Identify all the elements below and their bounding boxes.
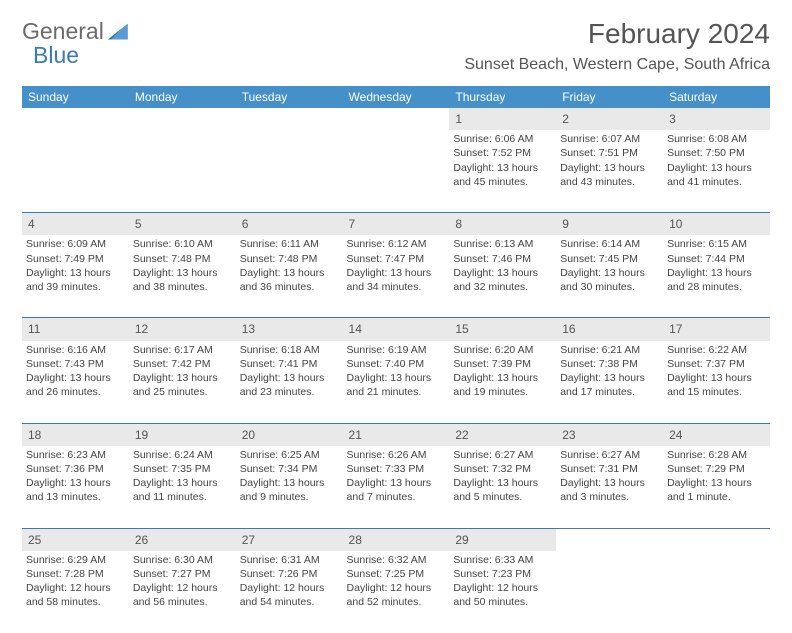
date-cell: 3 <box>663 108 770 130</box>
date-cell: 7 <box>343 213 450 235</box>
info-cell: Sunrise: 6:27 AM Sunset: 7:31 PM Dayligh… <box>556 446 663 528</box>
month-title: February 2024 <box>464 18 770 50</box>
date-cell: 1 <box>449 108 556 130</box>
info-cell: Sunrise: 6:29 AM Sunset: 7:28 PM Dayligh… <box>22 551 129 633</box>
info-cell: Sunrise: 6:32 AM Sunset: 7:25 PM Dayligh… <box>343 551 450 633</box>
info-row: Sunrise: 6:09 AM Sunset: 7:49 PM Dayligh… <box>22 235 770 317</box>
info-row: Sunrise: 6:16 AM Sunset: 7:43 PM Dayligh… <box>22 341 770 423</box>
info-cell: Sunrise: 6:24 AM Sunset: 7:35 PM Dayligh… <box>129 446 236 528</box>
date-cell: 28 <box>343 529 450 551</box>
date-cell <box>343 108 450 130</box>
info-cell <box>343 130 450 212</box>
day-header: Thursday <box>449 86 556 108</box>
date-cell: 15 <box>449 318 556 340</box>
info-cell: Sunrise: 6:28 AM Sunset: 7:29 PM Dayligh… <box>663 446 770 528</box>
info-cell: Sunrise: 6:30 AM Sunset: 7:27 PM Dayligh… <box>129 551 236 633</box>
date-cell: 2 <box>556 108 663 130</box>
info-cell: Sunrise: 6:08 AM Sunset: 7:50 PM Dayligh… <box>663 130 770 212</box>
date-cell: 18 <box>22 424 129 446</box>
info-cell: Sunrise: 6:15 AM Sunset: 7:44 PM Dayligh… <box>663 235 770 317</box>
info-row: Sunrise: 6:06 AM Sunset: 7:52 PM Dayligh… <box>22 130 770 212</box>
info-cell: Sunrise: 6:18 AM Sunset: 7:41 PM Dayligh… <box>236 341 343 423</box>
info-cell: Sunrise: 6:06 AM Sunset: 7:52 PM Dayligh… <box>449 130 556 212</box>
info-cell: Sunrise: 6:21 AM Sunset: 7:38 PM Dayligh… <box>556 341 663 423</box>
date-cell: 22 <box>449 424 556 446</box>
info-cell: Sunrise: 6:13 AM Sunset: 7:46 PM Dayligh… <box>449 235 556 317</box>
date-cell <box>129 108 236 130</box>
info-row: Sunrise: 6:29 AM Sunset: 7:28 PM Dayligh… <box>22 551 770 633</box>
date-cell: 10 <box>663 213 770 235</box>
info-cell: Sunrise: 6:16 AM Sunset: 7:43 PM Dayligh… <box>22 341 129 423</box>
info-cell: Sunrise: 6:23 AM Sunset: 7:36 PM Dayligh… <box>22 446 129 528</box>
date-cell <box>236 108 343 130</box>
logo-text-1: General <box>22 18 104 45</box>
date-cell <box>22 108 129 130</box>
info-cell: Sunrise: 6:14 AM Sunset: 7:45 PM Dayligh… <box>556 235 663 317</box>
info-cell: Sunrise: 6:31 AM Sunset: 7:26 PM Dayligh… <box>236 551 343 633</box>
date-cell: 12 <box>129 318 236 340</box>
info-cell: Sunrise: 6:20 AM Sunset: 7:39 PM Dayligh… <box>449 341 556 423</box>
date-cell: 25 <box>22 529 129 551</box>
location-text: Sunset Beach, Western Cape, South Africa <box>464 56 770 74</box>
info-cell <box>129 130 236 212</box>
info-cell: Sunrise: 6:27 AM Sunset: 7:32 PM Dayligh… <box>449 446 556 528</box>
day-header: Monday <box>129 86 236 108</box>
info-cell: Sunrise: 6:07 AM Sunset: 7:51 PM Dayligh… <box>556 130 663 212</box>
info-row: Sunrise: 6:23 AM Sunset: 7:36 PM Dayligh… <box>22 446 770 528</box>
day-header: Tuesday <box>236 86 343 108</box>
date-cell: 11 <box>22 318 129 340</box>
date-cell: 14 <box>343 318 450 340</box>
info-cell: Sunrise: 6:19 AM Sunset: 7:40 PM Dayligh… <box>343 341 450 423</box>
logo-text-2: Blue <box>33 42 79 69</box>
info-cell: Sunrise: 6:26 AM Sunset: 7:33 PM Dayligh… <box>343 446 450 528</box>
date-cell: 5 <box>129 213 236 235</box>
info-cell: Sunrise: 6:10 AM Sunset: 7:48 PM Dayligh… <box>129 235 236 317</box>
page-header: General February 2024 Sunset Beach, West… <box>22 18 770 82</box>
date-cell: 13 <box>236 318 343 340</box>
info-cell: Sunrise: 6:11 AM Sunset: 7:48 PM Dayligh… <box>236 235 343 317</box>
day-header: Friday <box>556 86 663 108</box>
date-row: 45678910 <box>22 213 770 235</box>
date-cell: 27 <box>236 529 343 551</box>
date-cell <box>663 529 770 551</box>
info-cell <box>236 130 343 212</box>
title-block: February 2024 Sunset Beach, Western Cape… <box>464 18 770 82</box>
info-cell: Sunrise: 6:12 AM Sunset: 7:47 PM Dayligh… <box>343 235 450 317</box>
date-row: 2526272829 <box>22 529 770 551</box>
date-cell: 8 <box>449 213 556 235</box>
date-cell: 21 <box>343 424 450 446</box>
day-header: Wednesday <box>343 86 450 108</box>
date-cell <box>556 529 663 551</box>
info-cell: Sunrise: 6:09 AM Sunset: 7:49 PM Dayligh… <box>22 235 129 317</box>
date-cell: 6 <box>236 213 343 235</box>
date-cell: 16 <box>556 318 663 340</box>
day-header: Sunday <box>22 86 129 108</box>
date-cell: 24 <box>663 424 770 446</box>
date-row: 123 <box>22 108 770 130</box>
date-cell: 19 <box>129 424 236 446</box>
date-row: 11121314151617 <box>22 318 770 340</box>
date-cell: 9 <box>556 213 663 235</box>
date-cell: 17 <box>663 318 770 340</box>
info-cell <box>663 551 770 633</box>
logo: General <box>22 18 130 45</box>
date-cell: 4 <box>22 213 129 235</box>
info-cell: Sunrise: 6:17 AM Sunset: 7:42 PM Dayligh… <box>129 341 236 423</box>
day-header-row: Sunday Monday Tuesday Wednesday Thursday… <box>22 86 770 108</box>
info-cell: Sunrise: 6:33 AM Sunset: 7:23 PM Dayligh… <box>449 551 556 633</box>
calendar-table: Sunday Monday Tuesday Wednesday Thursday… <box>22 86 770 633</box>
info-cell <box>556 551 663 633</box>
date-row: 18192021222324 <box>22 424 770 446</box>
info-cell <box>22 130 129 212</box>
logo-sail-icon <box>108 24 128 40</box>
date-cell: 20 <box>236 424 343 446</box>
date-cell: 26 <box>129 529 236 551</box>
date-cell: 29 <box>449 529 556 551</box>
info-cell: Sunrise: 6:25 AM Sunset: 7:34 PM Dayligh… <box>236 446 343 528</box>
date-cell: 23 <box>556 424 663 446</box>
day-header: Saturday <box>663 86 770 108</box>
info-cell: Sunrise: 6:22 AM Sunset: 7:37 PM Dayligh… <box>663 341 770 423</box>
